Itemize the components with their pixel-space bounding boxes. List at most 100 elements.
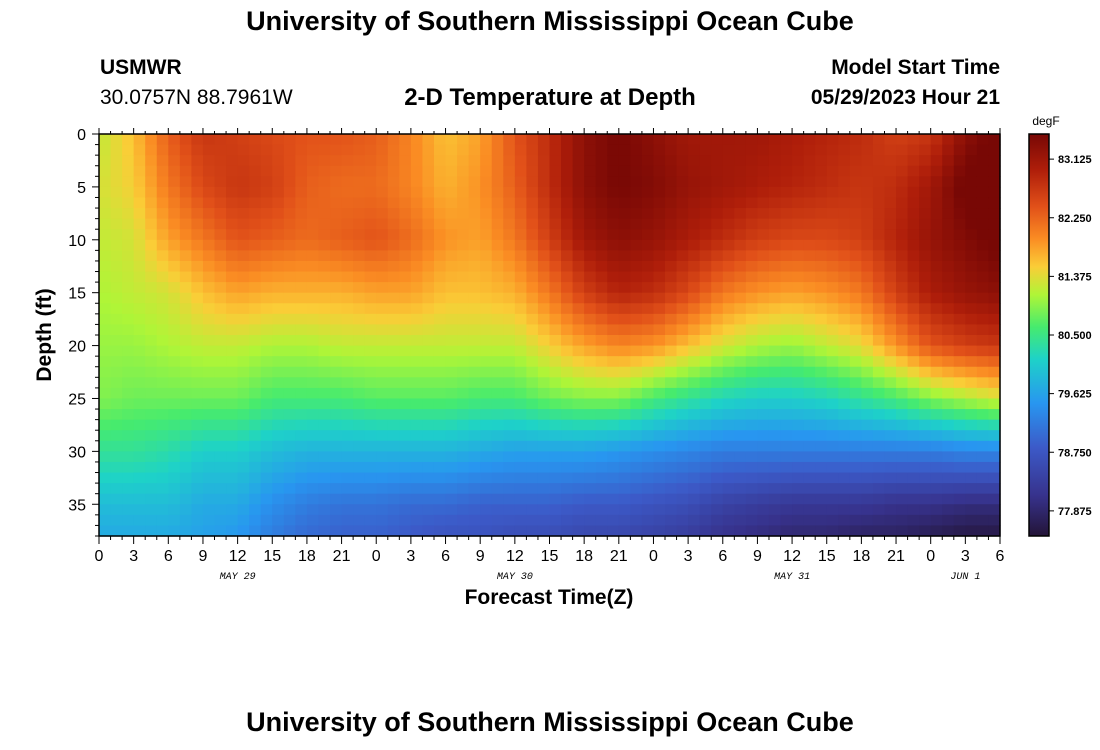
heatmap-cell [364, 197, 377, 209]
heatmap-cell [341, 440, 354, 452]
heatmap-cell [676, 483, 689, 495]
heatmap-cell [226, 409, 239, 421]
heatmap-cell [422, 387, 435, 400]
heatmap-cell [665, 356, 678, 368]
heatmap-cell [942, 472, 955, 484]
heatmap-cell [99, 451, 112, 463]
heatmap-cell [965, 144, 978, 156]
heatmap-cell [526, 282, 539, 294]
heatmap-cell [433, 229, 447, 241]
heatmap-cell [156, 260, 169, 273]
heatmap-cell [561, 186, 574, 199]
heatmap-cell [249, 377, 262, 389]
heatmap-cell [757, 525, 770, 537]
heatmap-cell [422, 504, 435, 516]
heatmap-cell [237, 409, 250, 421]
heatmap-cell [191, 345, 204, 357]
heatmap-cell [930, 271, 943, 283]
heatmap-cell [757, 313, 770, 326]
heatmap-cell [364, 208, 377, 220]
heatmap-cell [872, 303, 886, 315]
heatmap-cell [399, 398, 412, 410]
heatmap-cell [156, 483, 169, 495]
heatmap-cell [445, 356, 458, 368]
heatmap-cell [503, 144, 516, 156]
heatmap-cell [387, 335, 400, 347]
heatmap-cell [133, 218, 146, 230]
heatmap-cell [376, 451, 389, 463]
heatmap-cell [122, 430, 135, 442]
heatmap-cell [549, 419, 562, 431]
heatmap-cell [341, 504, 354, 516]
heatmap-cell [537, 165, 551, 177]
heatmap-cell [433, 493, 447, 505]
heatmap-cell [179, 504, 193, 516]
heatmap-cell [734, 493, 747, 505]
heatmap-cell [665, 440, 678, 452]
heatmap-cell [526, 440, 539, 452]
heatmap-cell [618, 366, 631, 378]
heatmap-cell [330, 451, 343, 463]
heatmap-cell [226, 430, 239, 442]
heatmap-cell [861, 186, 874, 199]
x-tick-label: 21 [610, 548, 628, 565]
heatmap-cell [676, 144, 689, 156]
heatmap-cell [399, 356, 412, 368]
heatmap-cell [872, 186, 886, 199]
heatmap-cell [618, 282, 631, 294]
heatmap-cell [491, 387, 504, 400]
heatmap-cell [607, 239, 620, 251]
heatmap-cell [330, 260, 343, 273]
heatmap-cell [399, 197, 412, 209]
heatmap-cell [896, 451, 909, 463]
heatmap-cell [272, 387, 285, 400]
heatmap-cell [295, 229, 308, 241]
heatmap-cell [99, 356, 112, 368]
heatmap-cell [537, 250, 551, 262]
heatmap-cell [122, 208, 135, 220]
heatmap-cell [988, 208, 1001, 220]
heatmap-cell [976, 208, 990, 220]
heatmap-cell [457, 345, 470, 357]
heatmap-cell [226, 451, 239, 463]
heatmap-cell [318, 303, 331, 315]
heatmap-cell [815, 335, 828, 347]
heatmap-cell [849, 208, 862, 220]
heatmap-cell [133, 155, 146, 167]
heatmap-cell [110, 377, 123, 389]
heatmap-cell [595, 335, 608, 347]
heatmap-cell [792, 387, 805, 400]
heatmap-cell [514, 504, 527, 516]
heatmap-cell [330, 229, 343, 241]
heatmap-cell [260, 387, 273, 400]
heatmap-cell [919, 144, 932, 156]
heatmap-cell [734, 250, 747, 262]
heatmap-cell [330, 197, 343, 209]
heatmap-cell [896, 483, 909, 495]
heatmap-cell [653, 451, 666, 463]
heatmap-cell [122, 271, 135, 283]
heatmap-cell [214, 208, 227, 220]
heatmap-cell [214, 186, 227, 199]
heatmap-cell [526, 451, 539, 463]
heatmap-cell [410, 282, 424, 294]
heatmap-cell [480, 208, 493, 220]
heatmap-cell [480, 409, 493, 421]
heatmap-cell [838, 208, 851, 220]
heatmap-cell [976, 324, 990, 336]
heatmap-cell [849, 292, 862, 304]
heatmap-cell [757, 366, 770, 378]
heatmap-cell [641, 239, 655, 251]
heatmap-cell [399, 366, 412, 378]
heatmap-cell [318, 176, 331, 188]
heatmap-cell [260, 440, 273, 452]
heatmap-cell [260, 218, 273, 230]
heatmap-cell [272, 229, 285, 241]
heatmap-cell [965, 134, 978, 146]
heatmap-cell [480, 356, 493, 368]
heatmap-cell [607, 472, 620, 484]
heatmap-cell [826, 260, 839, 273]
heatmap-cell [711, 282, 724, 294]
